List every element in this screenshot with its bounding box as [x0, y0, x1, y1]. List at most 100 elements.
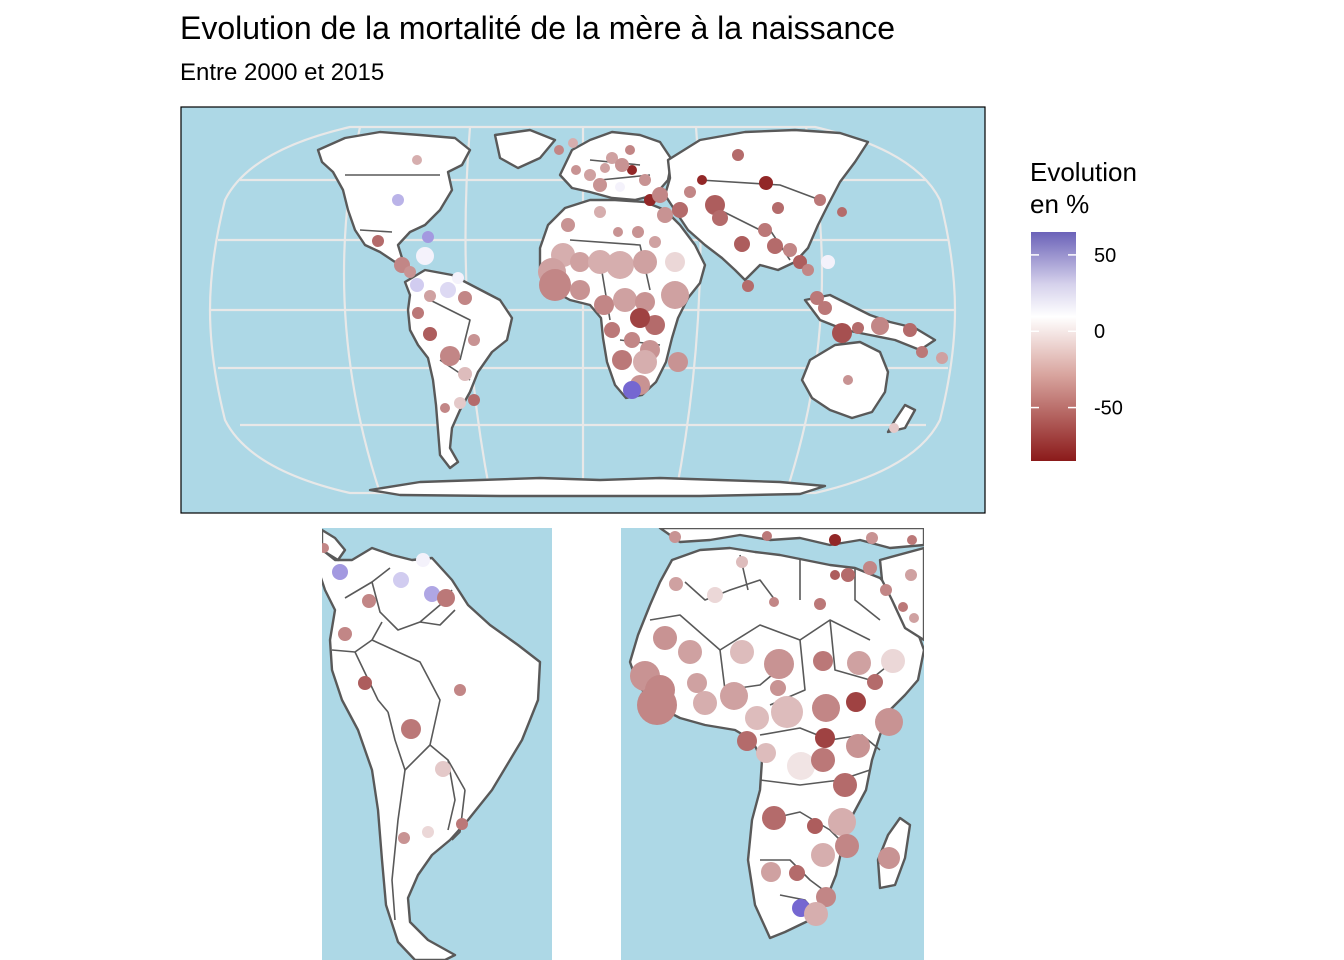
legend-title-line2: en %: [1030, 189, 1089, 219]
country-bubble: [404, 266, 416, 278]
country-bubble: [720, 682, 748, 710]
country-bubble: [653, 626, 677, 650]
country-bubble: [437, 589, 455, 607]
country-bubble: [758, 223, 772, 237]
country-bubble: [594, 295, 614, 315]
country-bubble: [422, 231, 434, 243]
country-bubble: [833, 773, 857, 797]
south-america-inset-land: [322, 546, 542, 960]
country-bubble: [454, 684, 466, 696]
country-bubble: [606, 152, 618, 164]
country-bubble: [593, 178, 607, 192]
legend-tick-label: 50: [1094, 245, 1116, 267]
country-bubble: [561, 218, 575, 232]
country-bubble: [916, 346, 928, 358]
country-bubble: [584, 169, 596, 181]
country-bubble: [770, 680, 786, 696]
country-bubble: [697, 175, 707, 185]
country-bubble: [416, 247, 434, 265]
country-bubble: [903, 323, 917, 337]
country-bubble: [645, 315, 665, 335]
country-bubble: [452, 272, 464, 284]
country-bubble: [793, 255, 807, 269]
map-subtitle: Entre 2000 et 2015: [180, 59, 385, 86]
country-bubble: [687, 673, 707, 693]
africa-data-points: [630, 531, 919, 926]
legend-tick-label: 0: [1094, 321, 1105, 343]
country-bubble: [412, 155, 422, 165]
country-bubble: [456, 818, 468, 830]
south-america-panel: [322, 528, 552, 960]
country-bubble: [852, 322, 864, 334]
country-bubble: [372, 235, 384, 247]
country-bubble: [633, 350, 657, 374]
country-bubble: [830, 570, 840, 580]
country-bubble: [362, 594, 376, 608]
country-bubble: [468, 334, 480, 346]
country-bubble: [458, 367, 472, 381]
country-bubble: [401, 719, 421, 739]
country-bubble: [829, 534, 841, 546]
country-bubble: [828, 808, 856, 836]
africa-panel: [621, 528, 924, 960]
country-bubble: [742, 280, 754, 292]
antarctica-land: [368, 476, 827, 498]
country-bubble: [440, 403, 450, 413]
country-bubble: [613, 288, 637, 312]
country-bubble: [665, 252, 685, 272]
country-bubble: [639, 174, 651, 186]
country-bubble: [693, 691, 717, 715]
country-bubble: [905, 569, 917, 581]
country-bubble: [633, 250, 657, 274]
country-bubble: [771, 696, 803, 728]
country-bubble: [422, 826, 434, 838]
country-bubble: [787, 752, 815, 780]
country-bubble: [570, 280, 590, 300]
country-bubble: [847, 651, 871, 675]
country-bubble: [875, 708, 903, 736]
country-bubble: [440, 282, 456, 298]
country-bubble: [762, 806, 786, 830]
country-bubble: [632, 226, 644, 238]
country-bubble: [867, 674, 883, 690]
country-bubble: [539, 269, 571, 301]
country-bubble: [841, 568, 855, 582]
country-bubble: [846, 734, 870, 758]
country-bubble: [661, 281, 689, 309]
country-bubble: [684, 186, 696, 198]
country-bubble: [612, 350, 632, 370]
country-bubble: [358, 676, 372, 690]
country-bubble: [816, 887, 836, 907]
country-bubble: [424, 586, 440, 602]
country-bubble: [734, 236, 750, 252]
country-bubble: [657, 207, 673, 223]
country-bubble: [712, 210, 728, 226]
country-bubble: [772, 202, 784, 214]
country-bubble: [588, 250, 612, 274]
country-bubble: [668, 352, 688, 372]
country-bubble: [630, 308, 650, 328]
country-bubble: [898, 602, 908, 612]
country-bubble: [571, 165, 581, 175]
country-bubble: [863, 561, 877, 575]
country-bubble: [866, 532, 878, 544]
country-bubble: [332, 564, 348, 580]
country-bubble: [322, 543, 329, 553]
country-bubble: [623, 381, 641, 399]
country-bubble: [338, 627, 352, 641]
country-bubble: [652, 187, 668, 203]
country-bubble: [615, 158, 629, 172]
country-bubble: [570, 252, 590, 272]
country-bubble: [435, 761, 451, 777]
country-bubble: [637, 685, 677, 725]
country-bubble: [737, 731, 757, 751]
country-bubble: [767, 238, 783, 254]
country-bubble: [821, 255, 835, 269]
country-bubble: [907, 535, 917, 545]
country-bubble: [635, 292, 655, 312]
country-bubble: [789, 865, 805, 881]
country-bubble: [568, 138, 578, 148]
country-bubble: [878, 847, 900, 869]
europe-inset-land: [658, 528, 924, 550]
